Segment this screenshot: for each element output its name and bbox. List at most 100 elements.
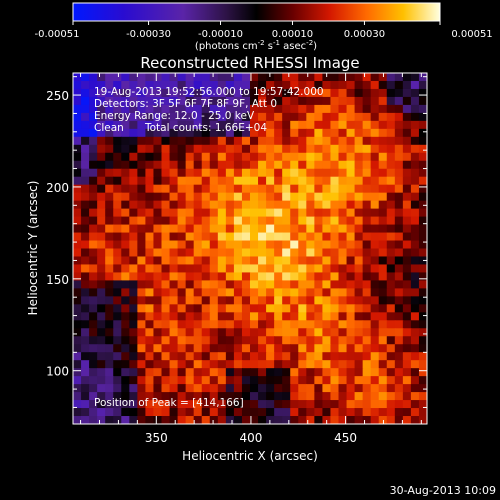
image-pixel [121, 392, 130, 401]
image-pixel [81, 272, 90, 282]
image-pixel [145, 192, 155, 202]
image-pixel [282, 272, 291, 282]
colorbar-tick-label: -0.00051 [35, 29, 80, 40]
image-pixel [177, 200, 187, 210]
image-pixel [177, 192, 187, 202]
image-pixel [233, 416, 243, 424]
image-pixel [274, 304, 283, 313]
image-pixel [97, 232, 106, 242]
image-pixel [370, 152, 380, 162]
image-pixel [97, 152, 106, 162]
image-pixel [129, 344, 138, 353]
image-pixel [241, 296, 251, 305]
image-pixel [290, 240, 299, 250]
image-pixel [306, 160, 315, 170]
image-pixel [330, 232, 340, 242]
image-pixel [266, 224, 275, 234]
image-pixel [113, 352, 122, 361]
image-pixel [217, 400, 227, 409]
image-pixel [250, 160, 259, 170]
image-pixel [185, 232, 195, 242]
image-pixel [418, 104, 427, 114]
image-pixel [137, 248, 147, 258]
image-pixel [209, 120, 219, 130]
image-pixel [258, 320, 267, 329]
image-pixel [145, 176, 155, 186]
image-pixel [346, 128, 356, 138]
y-tick-label: 250 [46, 89, 69, 103]
image-pixel [402, 288, 412, 297]
image-pixel [225, 168, 235, 178]
image-pixel [177, 408, 187, 417]
image-pixel [394, 360, 404, 369]
image-pixel [418, 384, 427, 393]
image-pixel [330, 368, 340, 377]
image-pixel [290, 168, 299, 178]
image-pixel [113, 200, 122, 210]
image-pixel [185, 304, 195, 313]
image-pixel [314, 376, 324, 385]
image-pixel [81, 320, 90, 329]
image-pixel [282, 168, 291, 178]
image-pixel [306, 73, 315, 82]
image-pixel [394, 144, 404, 154]
image-pixel [322, 384, 332, 393]
image-pixel [250, 216, 259, 226]
image-pixel [89, 400, 98, 409]
image-pixel [129, 168, 138, 178]
image-pixel [362, 176, 372, 186]
image-pixel [89, 216, 98, 226]
image-pixel [258, 232, 267, 242]
image-pixel [386, 184, 396, 194]
image-pixel [370, 88, 380, 98]
image-pixel [105, 272, 114, 282]
image-pixel [386, 368, 396, 377]
image-pixel [225, 392, 235, 401]
image-pixel [217, 120, 227, 130]
image-pixel [378, 73, 388, 82]
image-pixel [258, 120, 267, 130]
image-pixel [97, 240, 106, 250]
image-pixel [185, 144, 195, 154]
image-pixel [97, 160, 106, 170]
image-pixel [233, 408, 243, 417]
image-pixel [314, 88, 324, 98]
image-pixel [394, 96, 404, 106]
image-pixel [193, 408, 203, 417]
image-pixel [113, 208, 122, 218]
image-pixel [298, 288, 307, 297]
image-pixel [338, 136, 348, 146]
image-pixel [282, 336, 291, 345]
image-pixel [129, 264, 138, 274]
image-pixel [185, 352, 195, 361]
image-pixel [386, 384, 396, 393]
image-pixel [266, 416, 275, 424]
image-pixel [418, 96, 427, 106]
image-pixel [394, 176, 404, 186]
image-pixel [274, 208, 283, 218]
image-pixel [290, 408, 299, 417]
image-pixel [378, 320, 388, 329]
image-pixel [274, 232, 283, 242]
image-pixel [250, 280, 259, 289]
image-pixel [113, 288, 122, 297]
image-pixel [370, 216, 380, 226]
image-pixel [418, 112, 427, 122]
image-pixel [193, 296, 203, 305]
image-pixel [322, 136, 332, 146]
image-pixel [169, 216, 179, 226]
image-pixel [169, 80, 179, 90]
image-pixel [217, 216, 227, 226]
image-pixel [97, 184, 106, 194]
image-pixel [314, 184, 324, 194]
image-pixel [73, 120, 82, 130]
image-pixel [177, 272, 187, 282]
image-pixel [306, 128, 315, 138]
image-pixel [241, 248, 251, 258]
image-pixel [225, 352, 235, 361]
image-pixel [266, 208, 275, 218]
image-pixel [330, 360, 340, 369]
image-pixel [81, 120, 90, 130]
image-pixel [370, 240, 380, 250]
image-pixel [274, 168, 283, 178]
